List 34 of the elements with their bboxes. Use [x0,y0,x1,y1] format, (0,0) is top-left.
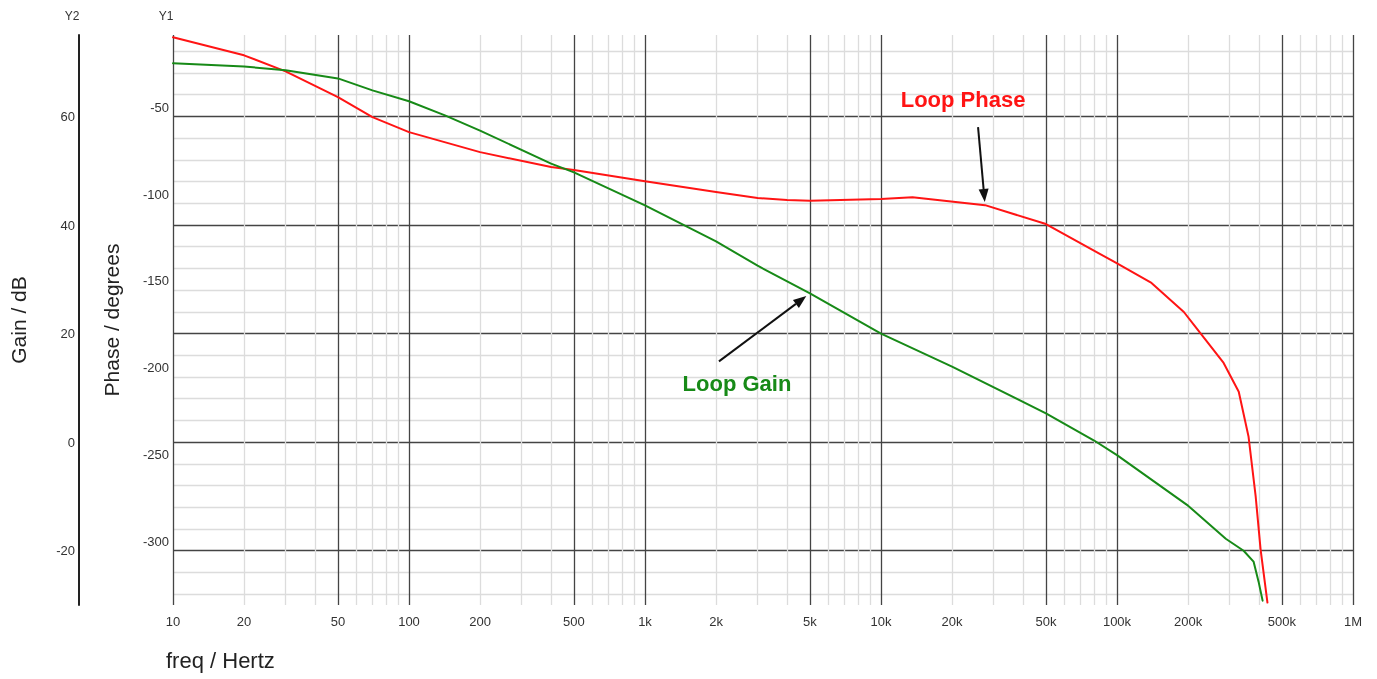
x-tick-label: 200 [469,614,491,629]
x-tick-label: 20 [236,614,252,629]
y2-tick-label: 60 [60,108,75,124]
x-tick-label: 1k [638,614,653,629]
x-tick-label: 200k [1173,614,1203,629]
y-tick-label: -150 [142,273,169,289]
y2-tick-label: 20 [60,326,75,342]
text: Loop Gain [682,371,792,397]
y-tick-label: -250 [142,447,169,463]
y-tick-label: -50 [150,99,169,115]
x-tick-label: 1M [1343,614,1363,629]
text: Y1 [158,9,174,23]
x-tick-label: 10 [165,614,181,629]
x-tick-label: 500k [1267,614,1297,629]
y2-tick-label: -20 [56,543,75,559]
y2-tick-label: 0 [67,434,75,450]
y-tick-label: -300 [142,534,169,550]
y-axis-title: Phase / degrees [100,243,123,397]
x-tick-label: 100k [1102,614,1132,629]
x-tick-label: 500 [563,614,585,629]
x-tick-label: 5k [803,614,818,629]
y-tick-label: -200 [142,360,169,376]
x-tick-label: 20k [941,614,964,629]
text: Y2 [64,9,80,23]
x-tick-label: 2k [709,614,724,629]
x-tick-label: 100 [398,614,420,629]
text: Loop Phase [900,87,1026,113]
x-tick-label: 50 [330,614,346,629]
y2-tick-label: 40 [60,217,75,233]
x-axis-title: freq / Hertz [166,648,275,674]
x-tick-label: 50k [1035,614,1057,629]
x-tick-label: 10k [870,614,892,629]
y-tick-label: -100 [142,186,169,202]
y2-axis-title: Gain / dB [7,276,30,364]
